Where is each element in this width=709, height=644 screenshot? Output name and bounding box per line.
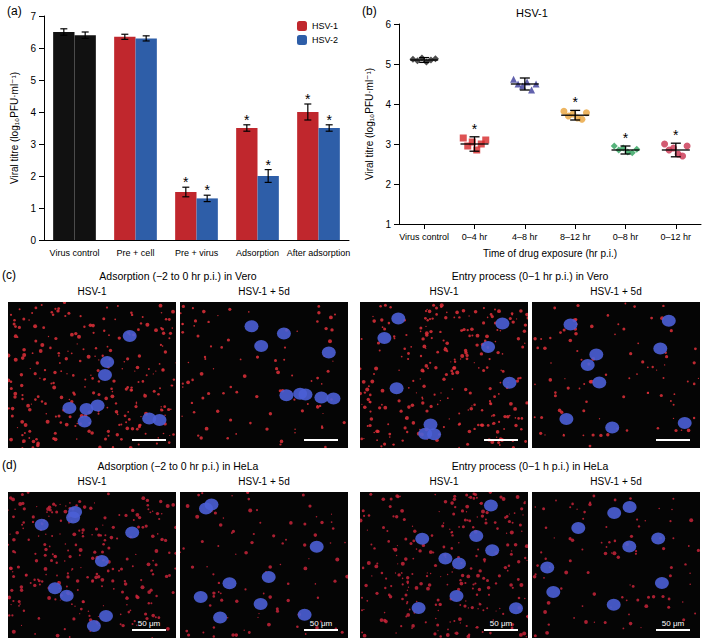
svg-text:0–4 hr: 0–4 hr bbox=[462, 232, 488, 242]
svg-text:7: 7 bbox=[30, 11, 36, 22]
svg-text:50 μm: 50 μm bbox=[310, 619, 333, 628]
svg-text:8–12 hr: 8–12 hr bbox=[560, 232, 591, 242]
svg-text:HSV-1: HSV-1 bbox=[516, 7, 548, 19]
html-text:HSV-1 + 5d: HSV-1 + 5d bbox=[590, 476, 642, 487]
svg-text:4: 4 bbox=[30, 107, 36, 118]
svg-text:1: 1 bbox=[30, 203, 36, 214]
svg-text:50 μm: 50 μm bbox=[490, 619, 513, 628]
svg-text:*: * bbox=[326, 112, 332, 128]
svg-text:*: * bbox=[244, 112, 250, 128]
html-text:HSV-1 + 5d: HSV-1 + 5d bbox=[590, 286, 642, 297]
svg-text:6: 6 bbox=[385, 19, 391, 30]
svg-text:*: * bbox=[673, 127, 679, 143]
svg-text:4–8 hr: 4–8 hr bbox=[512, 232, 538, 242]
svg-text:Virus control: Virus control bbox=[50, 248, 100, 258]
svg-text:Viral titre (log₁₀PFU·ml⁻¹): Viral titre (log₁₀PFU·ml⁻¹) bbox=[9, 72, 20, 184]
svg-text:1: 1 bbox=[385, 219, 391, 230]
svg-text:*: * bbox=[472, 121, 478, 137]
svg-text:2: 2 bbox=[30, 171, 36, 182]
svg-text:50 μm: 50 μm bbox=[662, 619, 685, 628]
svg-text:5: 5 bbox=[30, 75, 36, 86]
svg-text:After adsorption: After adsorption bbox=[287, 248, 351, 258]
html-text:HSV-1: HSV-1 bbox=[77, 286, 107, 297]
svg-text:*: * bbox=[305, 91, 311, 107]
html-text:Adsorption (−2 to 0 hr p.i.) i: Adsorption (−2 to 0 hr p.i.) in Vero bbox=[99, 270, 257, 282]
svg-text:*: * bbox=[623, 130, 629, 146]
svg-text:Time of drug exposure (hr p.i.: Time of drug exposure (hr p.i.) bbox=[483, 248, 617, 259]
svg-text:Pre + cell: Pre + cell bbox=[117, 248, 155, 258]
html-text:HSV-1: HSV-1 bbox=[429, 286, 459, 297]
svg-text:3: 3 bbox=[385, 139, 391, 150]
svg-text:5: 5 bbox=[385, 59, 391, 70]
svg-text:*: * bbox=[265, 157, 271, 173]
svg-text:2: 2 bbox=[385, 179, 391, 190]
html-text:HSV-1 + 5d: HSV-1 + 5d bbox=[238, 476, 290, 487]
html-text:Entry process (0−1 hr p.i.) in: Entry process (0−1 hr p.i.) in Vero bbox=[451, 270, 609, 282]
svg-text:3: 3 bbox=[30, 139, 36, 150]
svg-text:*: * bbox=[183, 174, 189, 190]
html-text:(d): (d) bbox=[2, 458, 17, 472]
html-text:Adsorption (−2 to 0 hr p.i.) i: Adsorption (−2 to 0 hr p.i.) in HeLa bbox=[97, 460, 259, 472]
svg-text:0–12 hr: 0–12 hr bbox=[661, 232, 692, 242]
html-text:(c): (c) bbox=[2, 268, 16, 282]
svg-text:Virus control: Virus control bbox=[399, 232, 449, 242]
html-text:HSV-1: HSV-1 bbox=[77, 476, 107, 487]
svg-text:Adsorption: Adsorption bbox=[236, 248, 279, 258]
svg-text:HSV-2: HSV-2 bbox=[312, 35, 338, 45]
svg-text:Pre + virus: Pre + virus bbox=[175, 248, 219, 258]
html-text:Entry process (0−1 h p.i.) in: Entry process (0−1 h p.i.) in HeLa bbox=[451, 460, 609, 472]
svg-text:(b): (b) bbox=[362, 4, 377, 18]
svg-text:Viral titre (log₁₀PFU·ml⁻¹): Viral titre (log₁₀PFU·ml⁻¹) bbox=[364, 68, 375, 180]
svg-text:*: * bbox=[204, 182, 210, 198]
svg-text:(a): (a) bbox=[7, 4, 22, 18]
html-text:HSV-1 + 5d: HSV-1 + 5d bbox=[238, 286, 290, 297]
svg-text:0–8 hr: 0–8 hr bbox=[613, 232, 639, 242]
svg-text:6: 6 bbox=[30, 43, 36, 54]
svg-text:0: 0 bbox=[30, 235, 36, 246]
svg-text:4: 4 bbox=[385, 99, 391, 110]
svg-text:*: * bbox=[572, 94, 578, 110]
html-text:HSV-1: HSV-1 bbox=[429, 476, 459, 487]
svg-text:HSV-1: HSV-1 bbox=[312, 21, 338, 31]
svg-text:50 μm: 50 μm bbox=[138, 619, 161, 628]
